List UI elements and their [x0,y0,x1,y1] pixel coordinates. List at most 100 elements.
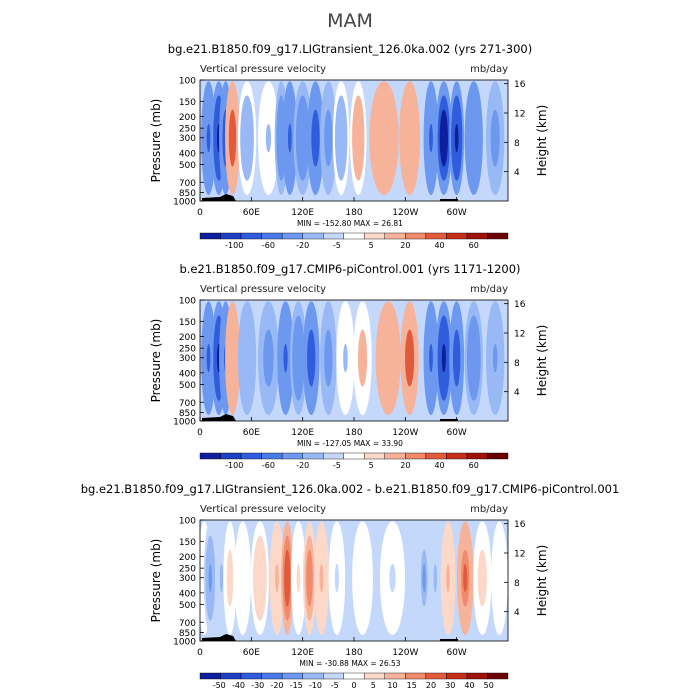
y-tick-label: 1000 [173,638,196,648]
y-tick-label: 850 [179,629,196,639]
colorbar-label: -60 [262,241,275,250]
colorbar-label: 30 [445,681,455,690]
y-tick-label: 1000 [173,198,196,208]
contour-cell-8-3 [309,343,314,373]
contour-cell-7-3 [296,343,301,373]
x-tick-label: 60E [243,428,260,438]
subtitle-left: Vertical pressure velocity [200,284,326,295]
contour-cell-13-3 [380,123,388,153]
colorbar-bin [446,452,468,460]
contour-cell-11-3 [360,343,365,373]
x-tick-label: 120W [392,648,418,658]
x-tick-label: 0 [197,428,203,438]
colorbar-bin [425,232,447,240]
y-tick-label: 500 [179,161,196,171]
colorbar-label: -5 [333,461,341,470]
contour-cell-14-3 [422,563,426,593]
colorbar-label: 40 [434,461,444,470]
topography-andes [440,199,458,201]
y-tick-label: 100 [179,77,196,87]
x-tick-label: 120E [291,428,314,438]
colorbar-label: 40 [434,241,444,250]
contour-cell-3-3 [228,563,232,593]
colorbar-bin [302,452,324,460]
y-tick-label: 850 [179,409,196,419]
colorbar-bin [199,452,221,460]
topography-africa [202,194,236,201]
contour-cell-1-3 [208,563,212,593]
panel-title: b.e21.B1850.f09_g17.CMIP6-piControl.001 … [179,262,520,276]
colorbar-label: -40 [232,681,245,690]
colorbar-bin [487,232,509,240]
x-tick-label: 0 [197,648,203,658]
contour-cell-4-3 [240,563,245,593]
colorbar-label: -60 [262,461,275,470]
contour-cell-7-3 [285,563,289,593]
topography-africa [202,634,236,641]
colorbar-bin [384,452,406,460]
y-tick-label: 150 [179,538,196,548]
contour-cell-10-3 [319,563,324,593]
colorbar-bin [446,232,468,240]
y-tick-label: 150 [179,98,196,108]
colorbar-label: 60 [469,241,479,250]
colorbar-label: -100 [225,461,243,470]
contour-cell-17-3 [454,123,459,153]
y-tick-label: 150 [179,318,196,328]
colorbar-bin [281,672,303,680]
subtitle-left: Vertical pressure velocity [200,64,326,75]
y-right-tick-label: 8 [514,359,520,369]
y-tick-label: 500 [179,381,196,391]
contour-cell-9-3 [326,343,331,373]
colorbar-bin [323,452,344,460]
x-tick-label: 60E [243,648,260,658]
y-tick-label: 400 [179,369,196,379]
colorbar-bin [261,672,283,680]
colorbar-label: -5 [331,681,339,690]
y-right-tick-label: 4 [514,168,520,178]
contour-cell-11-3 [334,563,339,593]
colorbar-bin [364,672,385,680]
contour-cell-6-3 [283,343,288,373]
colorbar-label: -20 [296,241,309,250]
x-tick-label: 120E [291,648,314,658]
colorbar-label: 0 [351,681,356,690]
contour-cell-11-3 [339,123,344,153]
contour-cell-13-3 [407,343,412,373]
colorbar-bin [425,672,447,680]
colorbar-bin [405,232,427,240]
colorbar-bin [220,232,242,240]
x-tick-label: 60W [446,208,466,218]
x-tick-label: 120E [291,208,314,218]
contour-cell-5-3 [265,123,272,153]
y-right-tick-label: 8 [514,579,520,589]
colorbar-bin [220,452,242,460]
y-axis-label: Pressure (mb) [149,99,163,183]
y-right-tick-label: 12 [514,110,525,120]
y-right-tick-label: 8 [514,139,520,149]
colorbar-bin [323,232,344,240]
contour-cell-16-3 [454,343,459,373]
y-right-axis-label: Height (km) [535,545,549,616]
colorbar-bin [240,232,262,240]
y-tick-label: 300 [179,134,196,144]
contour-cell-19-3 [497,563,502,593]
colorbar-label: -30 [251,681,264,690]
contour-cell-5-3 [257,563,263,593]
y-right-axis-label: Height (km) [535,325,549,396]
colorbar-label: 20 [400,461,410,470]
colorbar-label: -10 [309,681,322,690]
colorbar-label: 20 [426,681,436,690]
colorbar-bin [364,232,385,240]
colorbar-bin [384,232,406,240]
contour-cell-4-3 [244,123,250,153]
data-field [201,81,505,201]
contour-cell-12-3 [356,123,361,153]
colorbar-bin [302,672,324,680]
colorbar-bin [281,232,303,240]
y-tick-label: 850 [179,189,196,199]
colorbar-bin [281,452,303,460]
colorbar-bin [364,452,385,460]
y-tick-label: 300 [179,574,196,584]
